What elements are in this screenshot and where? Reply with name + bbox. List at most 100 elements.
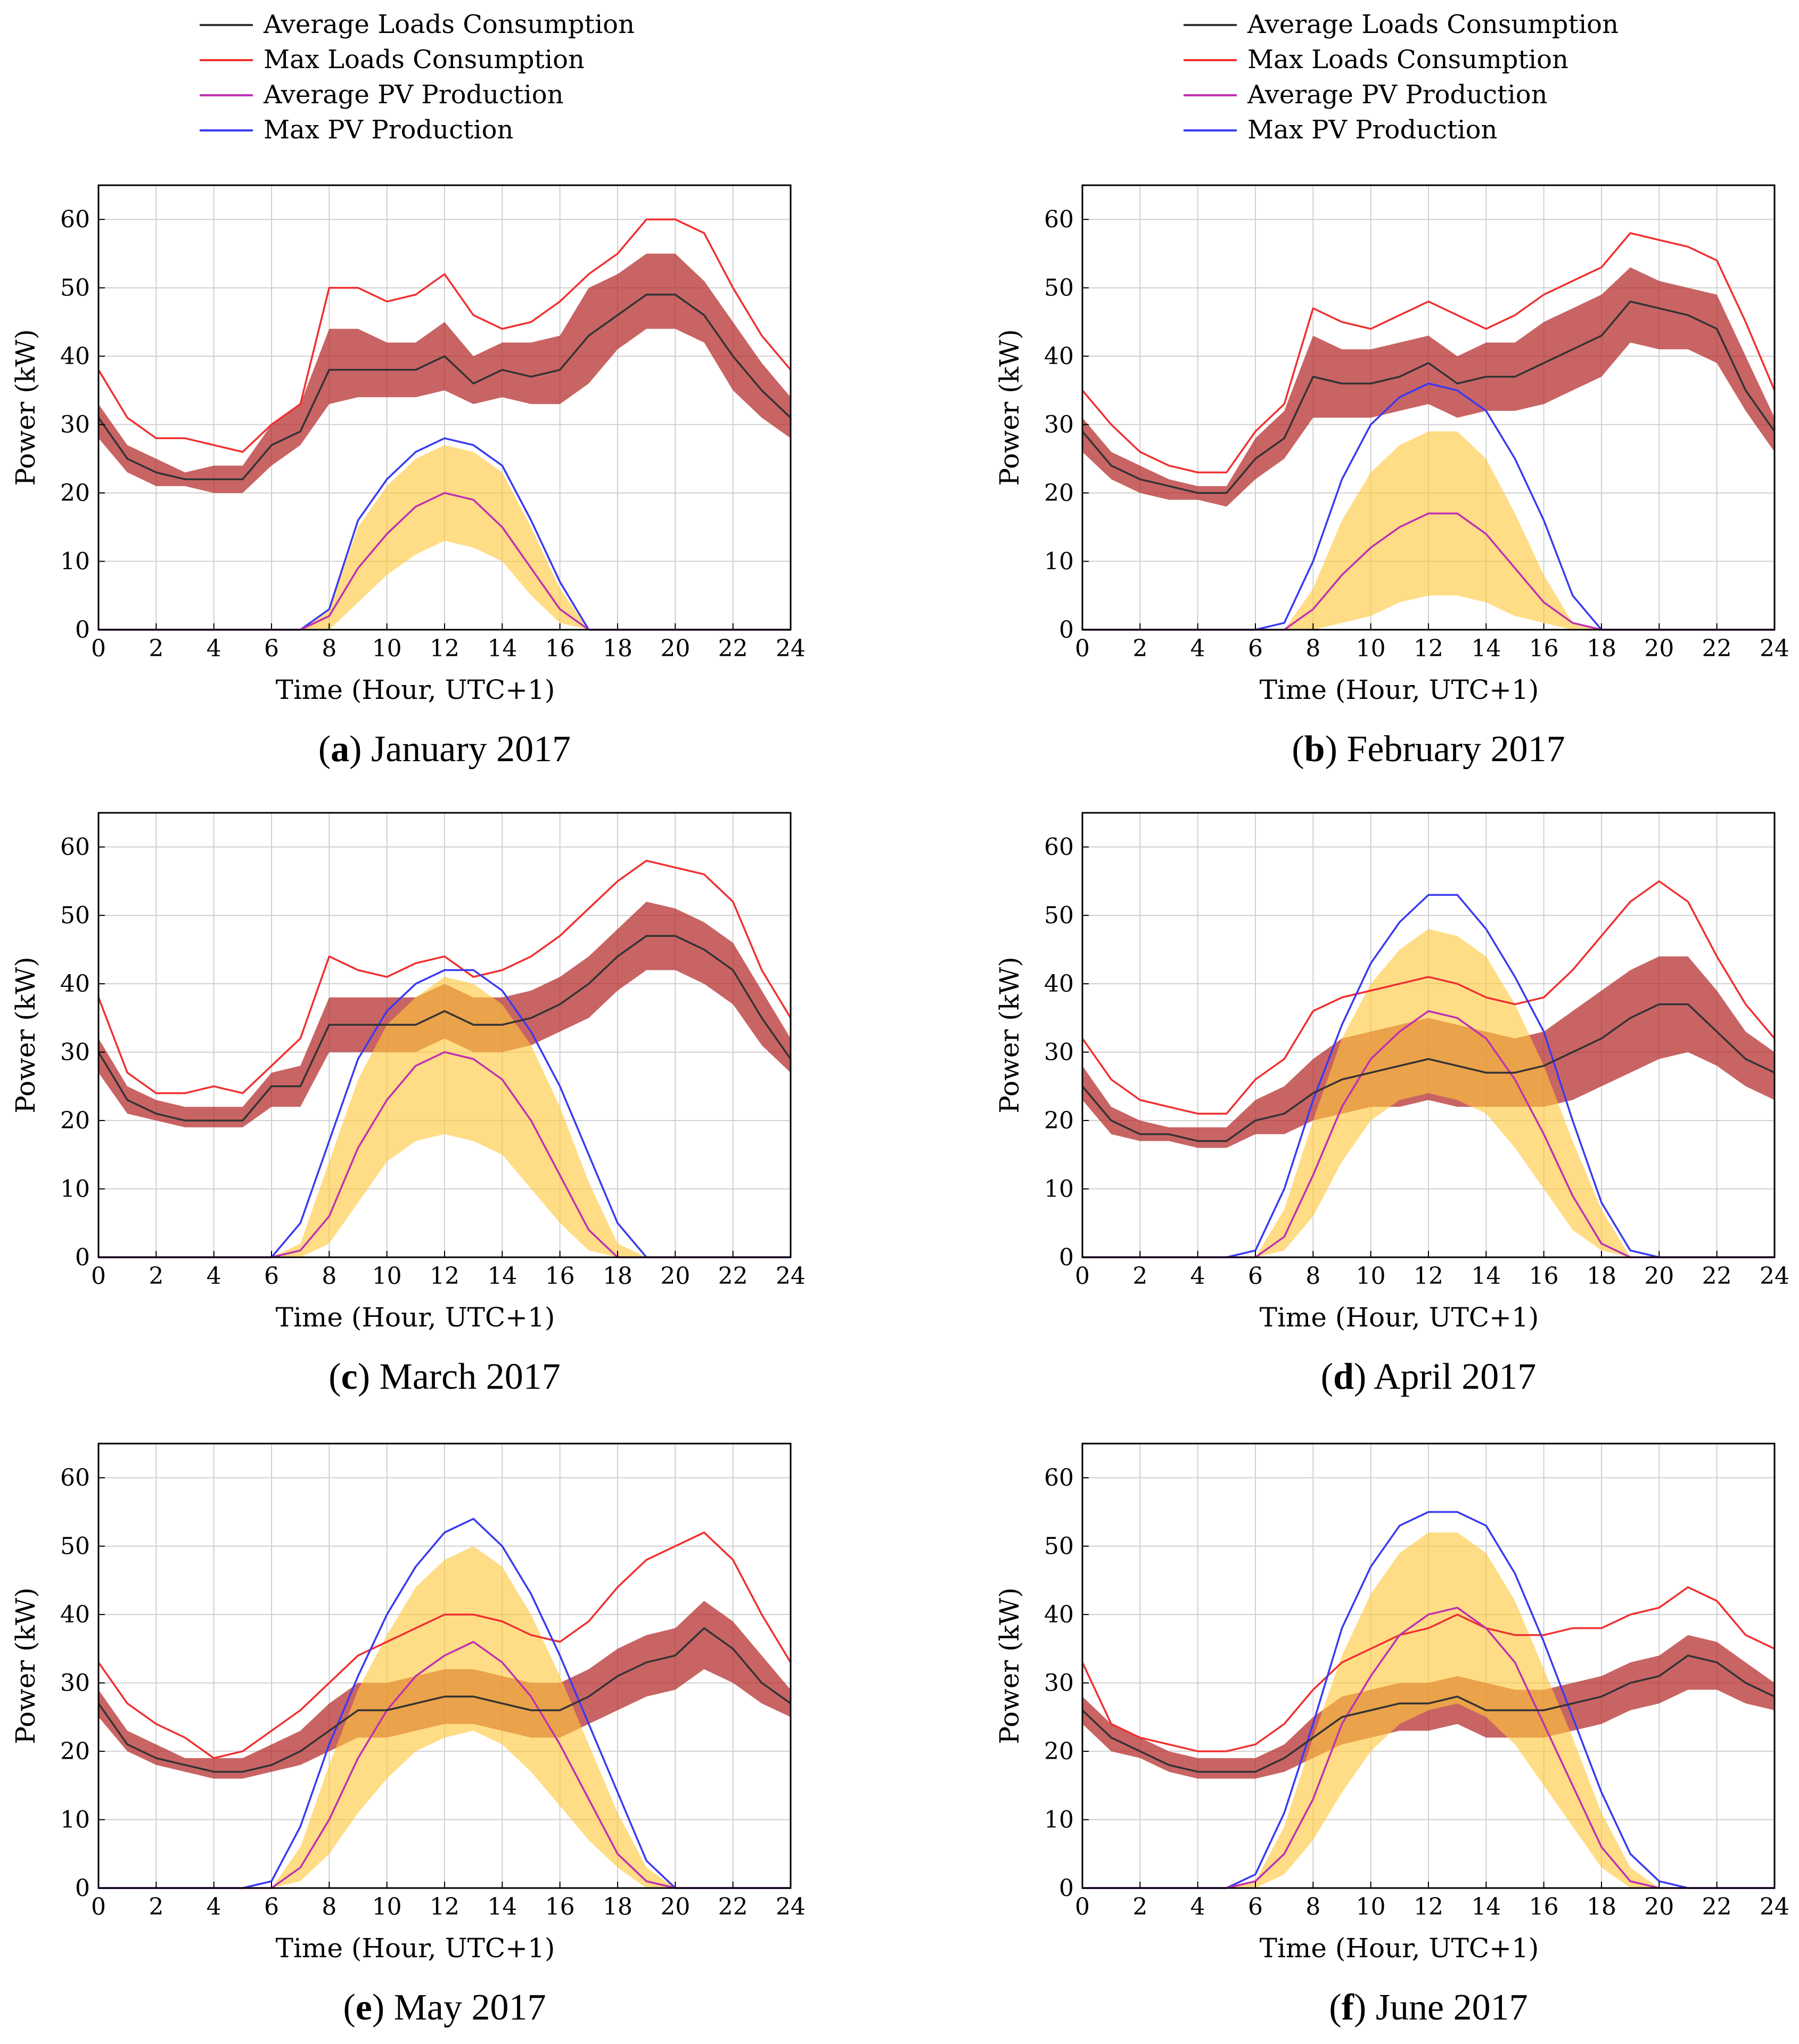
y-tick-label: 0: [1059, 1244, 1074, 1271]
x-tick-label: 22: [1702, 1893, 1732, 1921]
x-tick-label: 22: [718, 1263, 748, 1290]
x-tick-label: 24: [1760, 635, 1789, 662]
panel-month: June 2017: [1375, 1987, 1528, 2028]
x-tick-label: 20: [1644, 1893, 1674, 1921]
y-tick-label: 50: [1044, 1533, 1074, 1560]
x-tick-label: 16: [1529, 1263, 1559, 1290]
x-tick-label: 6: [1248, 1893, 1263, 1921]
legend-label-avg_load: Average Loads Consumption: [1247, 10, 1619, 39]
x-tick-label: 12: [430, 635, 459, 662]
x-tick-label: 18: [1587, 1893, 1616, 1921]
x-tick-label: 12: [1414, 635, 1443, 662]
x-axis-label: Time (Hour, UTC+1): [276, 1302, 555, 1333]
x-tick-label: 18: [1587, 1263, 1616, 1290]
legend-label-max_pv: Max PV Production: [1247, 115, 1497, 145]
y-tick-label: 60: [1044, 834, 1074, 861]
x-tick-label: 2: [149, 1263, 163, 1290]
y-tick-label: 10: [60, 1176, 90, 1203]
panel-letter: b: [1304, 729, 1325, 770]
y-tick-label: 0: [75, 1244, 90, 1271]
legend-label-max_load: Max Loads Consumption: [264, 45, 585, 75]
x-tick-label: 4: [1190, 1263, 1205, 1290]
y-tick-label: 20: [1044, 1738, 1074, 1765]
x-tick-label: 14: [1471, 635, 1501, 662]
y-tick-label: 30: [60, 411, 90, 439]
pv-band-area: [98, 977, 791, 1257]
panel-caption: (a) January 2017: [318, 729, 571, 770]
y-tick-label: 50: [1044, 275, 1074, 302]
x-tick-label: 20: [660, 1893, 690, 1921]
y-tick-label: 60: [60, 834, 90, 861]
panel-month: April 2017: [1373, 1356, 1537, 1397]
x-tick-label: 12: [1414, 1263, 1443, 1290]
y-tick-label: 10: [1044, 548, 1074, 575]
y-tick-label: 30: [60, 1039, 90, 1066]
x-tick-label: 6: [1248, 635, 1263, 662]
y-axis-label: Power (kW): [994, 957, 1025, 1114]
x-tick-label: 0: [1075, 635, 1090, 662]
x-tick-label: 18: [603, 635, 632, 662]
x-tick-label: 10: [372, 635, 402, 662]
x-tick-label: 0: [1075, 1893, 1090, 1921]
y-axis-label: Power (kW): [10, 957, 41, 1114]
x-tick-label: 2: [1132, 1263, 1147, 1290]
y-tick-label: 0: [75, 616, 90, 644]
x-tick-label: 20: [660, 1263, 690, 1290]
y-tick-label: 40: [60, 343, 90, 370]
x-tick-label: 22: [718, 1893, 748, 1921]
y-tick-label: 20: [1044, 480, 1074, 507]
panel-month: January 2017: [371, 729, 571, 770]
grid: [98, 185, 791, 630]
y-tick-label: 10: [1044, 1807, 1074, 1834]
y-tick-label: 40: [60, 1601, 90, 1628]
x-axis-label: Time (Hour, UTC+1): [276, 674, 555, 705]
panel-month: May 2017: [393, 1987, 546, 2028]
pv-band-area: [98, 445, 791, 630]
pv-band-area: [98, 1546, 791, 1888]
y-tick-label: 20: [60, 1107, 90, 1134]
x-tick-label: 10: [372, 1893, 402, 1921]
x-tick-label: 14: [1471, 1263, 1501, 1290]
y-tick-label: 60: [1044, 1464, 1074, 1491]
legend-label-avg_load: Average Loads Consumption: [263, 10, 635, 39]
y-axis-label: Power (kW): [994, 329, 1025, 486]
x-tick-label: 6: [264, 1893, 279, 1921]
y-tick-label: 40: [1044, 970, 1074, 998]
x-tick-label: 8: [1305, 1263, 1320, 1290]
x-tick-label: 16: [1529, 635, 1559, 662]
panel-caption: (c) March 2017: [328, 1356, 561, 1397]
legend-label-max_pv: Max PV Production: [264, 115, 513, 145]
x-tick-label: 8: [322, 635, 336, 662]
x-tick-label: 14: [1471, 1893, 1501, 1921]
x-tick-label: 8: [322, 1263, 336, 1290]
y-tick-label: 40: [1044, 343, 1074, 370]
y-tick-label: 10: [60, 548, 90, 575]
loads-band-area: [1082, 267, 1775, 507]
x-tick-label: 4: [1190, 1893, 1205, 1921]
x-tick-label: 8: [322, 1893, 336, 1921]
x-tick-label: 10: [1356, 1893, 1386, 1921]
x-tick-label: 20: [660, 635, 690, 662]
legend-label-avg_pv: Average PV Production: [1247, 80, 1548, 110]
x-axis-label: Time (Hour, UTC+1): [1260, 1302, 1539, 1333]
x-tick-label: 24: [1760, 1893, 1789, 1921]
y-axis-label: Power (kW): [994, 1587, 1025, 1744]
x-tick-label: 4: [207, 635, 221, 662]
pv-band-area: [1082, 1532, 1775, 1888]
y-tick-label: 50: [60, 1533, 90, 1560]
y-axis-label: Power (kW): [10, 329, 41, 486]
legend: Average Loads Consumption Max Loads Consu…: [200, 10, 635, 145]
x-tick-label: 16: [545, 635, 575, 662]
y-tick-label: 30: [60, 1670, 90, 1697]
pv-band-area: [1082, 431, 1775, 630]
panel-caption: (f) June 2017: [1329, 1987, 1528, 2028]
y-tick-label: 0: [75, 1875, 90, 1902]
x-tick-label: 12: [430, 1893, 459, 1921]
x-tick-label: 4: [207, 1893, 221, 1921]
